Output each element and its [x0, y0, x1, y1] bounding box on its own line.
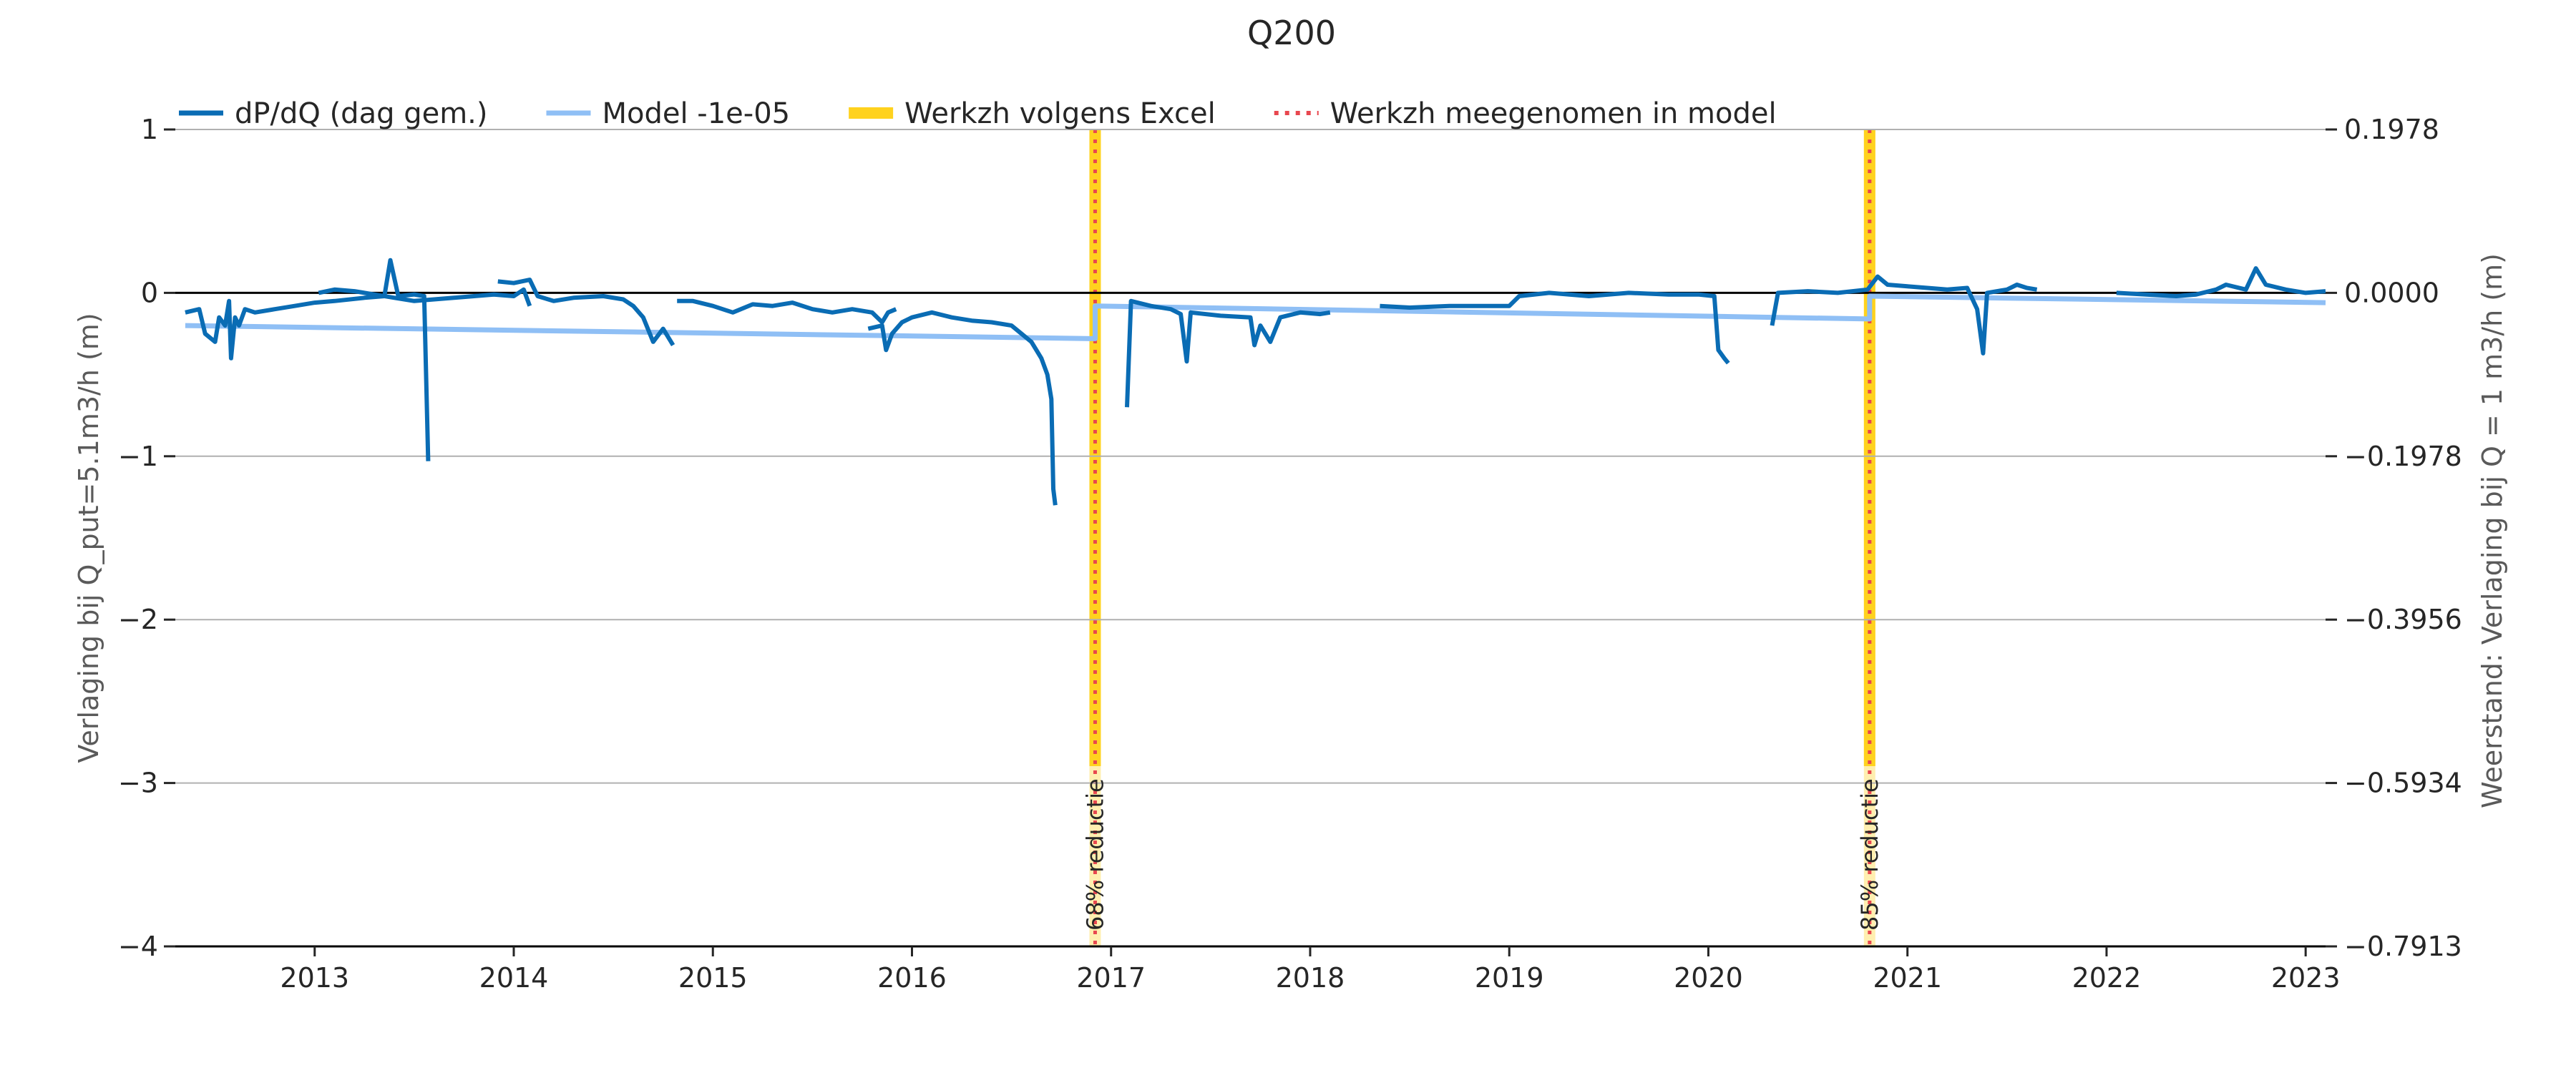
model-series-line	[185, 293, 2326, 341]
y2-tick-label: −0.7913	[2344, 931, 2462, 962]
legend-label: Werkzh volgens Excel	[904, 97, 1216, 130]
y-tick-label: −4	[118, 931, 158, 962]
x-tick-label: 2022	[2072, 962, 2142, 994]
y-tick-label: −1	[118, 441, 158, 472]
axes: 1 0.1978 0 0.0000 −1 −0.1978 −2 −0.3956 −3 −0.593…	[118, 114, 2462, 994]
legend-swatch	[849, 107, 894, 119]
annotation-layer: 68% reductie 85% reductie	[1081, 778, 1883, 931]
measure-bands	[1089, 129, 1875, 946]
y2-tick-label: −0.5934	[2344, 768, 2462, 799]
annotation-label: 68% reductie	[1081, 778, 1108, 931]
data-series-line	[497, 278, 675, 347]
x-tick-label: 2015	[678, 962, 748, 994]
data-series-line	[1380, 290, 1730, 365]
y-tick-label: 0	[141, 277, 158, 308]
y2-tick-label: 0.0000	[2344, 277, 2439, 308]
data-series-line	[1770, 274, 2038, 356]
excel-band	[1089, 129, 1101, 766]
x-tick-label: 2021	[1873, 962, 1942, 994]
data-series-line	[1125, 298, 1331, 408]
x-tick-label: 2023	[2271, 962, 2341, 994]
annotation-label: 85% reductie	[1856, 778, 1883, 931]
x-tick-label: 2018	[1276, 962, 1345, 994]
y2-axis-label: Weerstand: Verlaging bij Q = 1 m3/h (m)	[2477, 253, 2508, 808]
x-tick-label: 2020	[1674, 962, 1743, 994]
y-tick-label: −3	[118, 768, 158, 799]
chart-title: Q200	[1247, 14, 1336, 52]
y2-tick-label: −0.1978	[2344, 441, 2462, 472]
data-series-line	[318, 287, 532, 307]
legend: dP/dQ (dag gem.) Model -1e-05 Werkzh volge…	[179, 97, 1777, 130]
x-tick-label: 2014	[479, 962, 549, 994]
y2-tick-label: 0.1978	[2344, 114, 2439, 145]
y-axis-label: Verlaging bij Q_put=5.1m3/h (m)	[73, 313, 104, 763]
x-tick-label: 2019	[1475, 962, 1544, 994]
grid-lines	[175, 129, 2326, 948]
x-tick-label: 2016	[877, 962, 947, 994]
x-tick-label: 2013	[280, 962, 349, 994]
y-tick-label: −2	[118, 604, 158, 635]
data-series-line	[867, 310, 1058, 506]
legend-label: Werkzh meegenomen in model	[1330, 97, 1777, 130]
y-tick-label: 1	[141, 114, 158, 145]
data-series-line	[2116, 266, 2326, 298]
data-series-line	[677, 298, 897, 325]
data-series-line	[185, 258, 431, 461]
legend-label: Model -1e-05	[602, 97, 790, 130]
legend-label: dP/dQ (dag gem.)	[235, 97, 487, 130]
y2-tick-label: −0.3956	[2344, 604, 2462, 635]
series-layer	[185, 258, 2326, 506]
x-tick-label: 2017	[1076, 962, 1146, 994]
